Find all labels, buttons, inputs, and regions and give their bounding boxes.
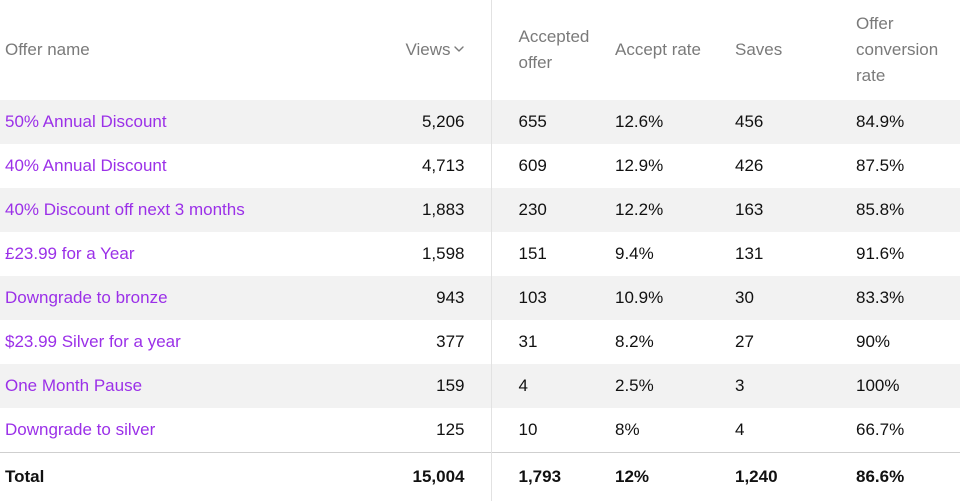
views-cell: 1,883	[380, 188, 492, 232]
accepted-offer-cell: 609	[518, 156, 547, 175]
saves-cell: 27	[735, 332, 754, 351]
offer-name-link[interactable]: £23.99 for a Year	[5, 244, 135, 263]
total-offer-conversion-rate: 86.6%	[851, 452, 960, 501]
accept-rate-cell: 12.9%	[615, 156, 664, 175]
column-header-accept-rate: Accept rate	[610, 0, 730, 100]
offer-conversion-rate-cell: 100%	[851, 364, 960, 408]
accepted-offer-cell: 230	[491, 188, 610, 232]
saves-cell: 4	[735, 420, 745, 439]
column-header-views[interactable]: Views	[380, 0, 492, 100]
offer-conversion-rate-cell: 84.9%	[851, 100, 960, 144]
chevron-down-icon[interactable]	[453, 43, 465, 55]
column-header-offer-conversion-rate: Offer conversion rate	[851, 0, 960, 100]
accepted-offer-cell: 10	[518, 420, 538, 439]
saves-cell: 3	[730, 364, 851, 408]
saves-cell: 456	[730, 100, 851, 144]
table-row[interactable]: £23.99 for a Year 1,598 151 9.4% 131 91.…	[0, 232, 960, 276]
accepted-offer-cell: 655	[491, 100, 610, 144]
accept-rate-cell: 8%	[615, 420, 640, 439]
offer-name-link[interactable]: One Month Pause	[0, 364, 380, 408]
table-row[interactable]: 40% Discount off next 3 months 1,883 230…	[0, 188, 960, 232]
column-header-label: Accepted	[518, 27, 590, 46]
offer-name-link[interactable]: Downgrade to bronze	[0, 276, 380, 320]
saves-cell: 30	[730, 276, 851, 320]
views-cell: 4,713	[380, 144, 492, 188]
views-cell: 377	[380, 320, 492, 364]
column-header-label: Offer	[856, 14, 894, 33]
column-header-label: offer	[518, 53, 553, 72]
offer-conversion-rate-cell: 66.7%	[856, 420, 905, 439]
saves-cell: 163	[730, 188, 851, 232]
offer-name-link[interactable]: $23.99 Silver for a year	[5, 332, 181, 351]
offer-name-link[interactable]: 50% Annual Discount	[0, 100, 380, 144]
column-header-accepted-offer: Accepted offer	[491, 0, 610, 100]
accept-rate-cell: 2.5%	[610, 364, 730, 408]
column-header-saves: Saves	[730, 0, 851, 100]
table-row[interactable]: $23.99 Silver for a year 377 31 8.2% 27 …	[0, 320, 960, 364]
views-cell: 159	[380, 364, 492, 408]
table-row[interactable]: 40% Annual Discount 4,713 609 12.9% 426 …	[0, 144, 960, 188]
total-row: Total 15,004 1,793 12% 1,240 86.6%	[0, 452, 960, 501]
accept-rate-cell: 9.4%	[615, 244, 654, 263]
accept-rate-cell: 12.6%	[610, 100, 730, 144]
offer-conversion-rate-cell: 91.6%	[856, 244, 905, 263]
accept-rate-cell: 12.2%	[610, 188, 730, 232]
accept-rate-cell: 10.9%	[610, 276, 730, 320]
table-row[interactable]: Downgrade to bronze 943 103 10.9% 30 83.…	[0, 276, 960, 320]
total-accepted-offer: 1,793	[491, 452, 610, 501]
accepted-offer-cell: 4	[491, 364, 610, 408]
table-row[interactable]: 50% Annual Discount 5,206 655 12.6% 456 …	[0, 100, 960, 144]
column-header-label: rate	[856, 66, 886, 85]
accepted-offer-cell: 103	[491, 276, 610, 320]
offer-conversion-rate-cell: 85.8%	[851, 188, 960, 232]
table-row[interactable]: One Month Pause 159 4 2.5% 3 100%	[0, 364, 960, 408]
saves-cell: 426	[735, 156, 764, 175]
total-saves: 1,240	[730, 452, 851, 501]
offer-conversion-rate-cell: 90%	[856, 332, 891, 351]
column-header-label: Offer name	[5, 40, 90, 59]
views-cell: 125	[380, 408, 492, 453]
saves-cell: 131	[735, 244, 764, 263]
table-header-row: Offer name Views Accepted offer Accept r…	[0, 0, 960, 100]
column-header-label: conversion	[856, 40, 939, 59]
offer-conversion-rate-cell: 83.3%	[851, 276, 960, 320]
accepted-offer-cell: 151	[518, 244, 547, 263]
total-accept-rate: 12%	[610, 452, 730, 501]
column-header-label: Accept rate	[615, 40, 701, 59]
total-label: Total	[0, 452, 380, 501]
views-cell: 1,598	[380, 232, 492, 276]
offer-name-link[interactable]: Downgrade to silver	[5, 420, 156, 439]
total-views: 15,004	[380, 452, 492, 501]
offer-conversion-rate-cell: 87.5%	[856, 156, 905, 175]
table-row[interactable]: Downgrade to silver 125 10 8% 4 66.7%	[0, 408, 960, 453]
column-header-offer-name: Offer name	[0, 0, 380, 100]
offer-name-link[interactable]: 40% Annual Discount	[5, 156, 167, 175]
views-cell: 943	[380, 276, 492, 320]
accepted-offer-cell: 31	[518, 332, 538, 351]
offer-name-link[interactable]: 40% Discount off next 3 months	[0, 188, 380, 232]
column-header-label: Views	[405, 40, 451, 59]
accept-rate-cell: 8.2%	[615, 332, 654, 351]
views-cell: 5,206	[380, 100, 492, 144]
column-header-label: Saves	[735, 40, 783, 59]
